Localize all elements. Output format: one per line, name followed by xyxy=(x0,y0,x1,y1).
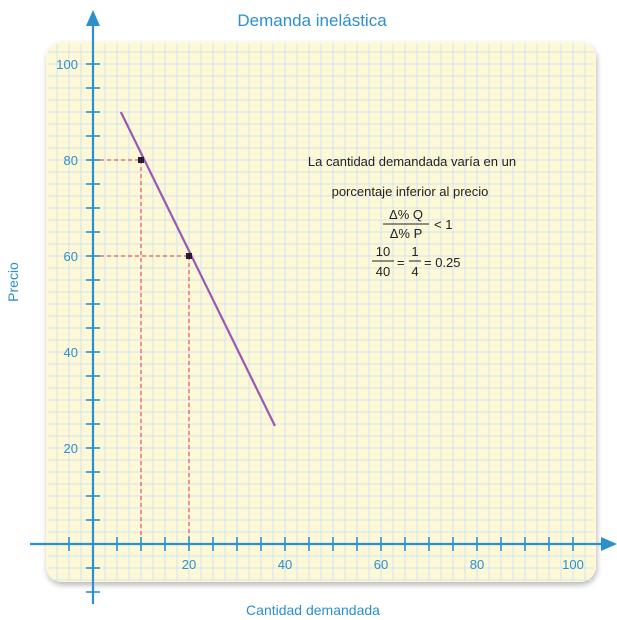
inequality-text: < 1 xyxy=(434,217,452,232)
result-text: = 0.25 xyxy=(424,255,461,270)
fraction-2-numerator: 10 xyxy=(376,244,390,259)
annotation-line-1: La cantidad demandada varía en un xyxy=(308,154,516,169)
fraction-1-numerator: Δ% Q xyxy=(389,207,423,222)
x-tick-label: 60 xyxy=(374,557,388,572)
data-point-marker xyxy=(138,157,144,163)
y-tick-label: 20 xyxy=(64,441,78,456)
fraction-3-denominator: 4 xyxy=(411,264,418,279)
x-axis-arrow xyxy=(601,537,617,551)
x-tick-label: 100 xyxy=(562,557,584,572)
y-axis-label: Precio xyxy=(5,262,21,302)
fraction-3-numerator: 1 xyxy=(411,244,418,259)
annotation-line-2: porcentaje inferior al precio xyxy=(332,184,489,199)
x-tick-label: 40 xyxy=(278,557,292,572)
y-tick-label: 80 xyxy=(64,153,78,168)
axes xyxy=(30,10,617,604)
y-tick-label: 100 xyxy=(56,57,78,72)
series xyxy=(119,111,276,427)
x-axis-label: Cantidad demandada xyxy=(246,602,380,618)
x-tick-label: 20 xyxy=(182,557,196,572)
annotation: La cantidad demandada varía en un porcen… xyxy=(308,154,516,279)
fraction-2-denominator: 40 xyxy=(376,264,390,279)
fraction-1-denominator: Δ% P xyxy=(390,226,423,241)
y-tick-label: 40 xyxy=(64,345,78,360)
y-tick-label: 60 xyxy=(64,249,78,264)
chart-title: Demanda inelástica xyxy=(237,11,387,30)
y-axis-arrow xyxy=(86,10,100,26)
guide-lines xyxy=(93,159,190,544)
x-tick-label: 80 xyxy=(470,557,484,572)
demand-curve xyxy=(119,111,276,427)
data-point-marker xyxy=(186,253,192,259)
tick-labels: 20 40 60 80 100 20 40 60 80 100 xyxy=(56,57,584,572)
equals-sign: = xyxy=(397,255,405,270)
